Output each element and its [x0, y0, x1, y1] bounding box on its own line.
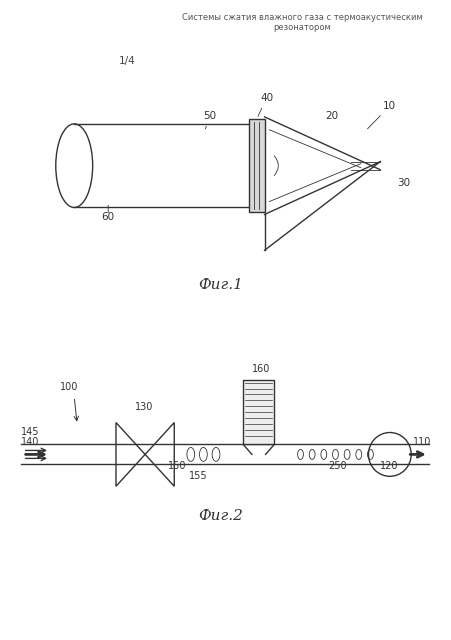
- Text: 1/4: 1/4: [119, 56, 136, 66]
- Text: 10: 10: [367, 101, 396, 129]
- Text: 40: 40: [258, 93, 272, 116]
- Text: 140: 140: [21, 438, 39, 447]
- Text: 20: 20: [324, 111, 337, 121]
- Text: 145: 145: [21, 428, 39, 438]
- Text: 30: 30: [397, 177, 410, 188]
- Text: Системы сжатия влажного газа с термоакустическим: Системы сжатия влажного газа с термоакус…: [182, 13, 422, 22]
- Bar: [249, 119, 264, 212]
- Text: 100: 100: [60, 381, 78, 392]
- Text: Фиг.2: Фиг.2: [198, 509, 243, 523]
- Text: Фиг.1: Фиг.1: [198, 278, 243, 292]
- Text: 155: 155: [189, 471, 207, 481]
- Text: 160: 160: [251, 364, 270, 374]
- Text: 150: 150: [168, 461, 187, 471]
- Text: 120: 120: [379, 461, 398, 471]
- Text: 50: 50: [203, 111, 216, 129]
- Text: 60: 60: [101, 212, 115, 223]
- Text: 130: 130: [135, 402, 153, 412]
- Bar: [243, 380, 274, 444]
- Text: резонатором: резонатором: [273, 23, 331, 32]
- Text: 110: 110: [412, 438, 431, 447]
- Text: 250: 250: [328, 461, 346, 471]
